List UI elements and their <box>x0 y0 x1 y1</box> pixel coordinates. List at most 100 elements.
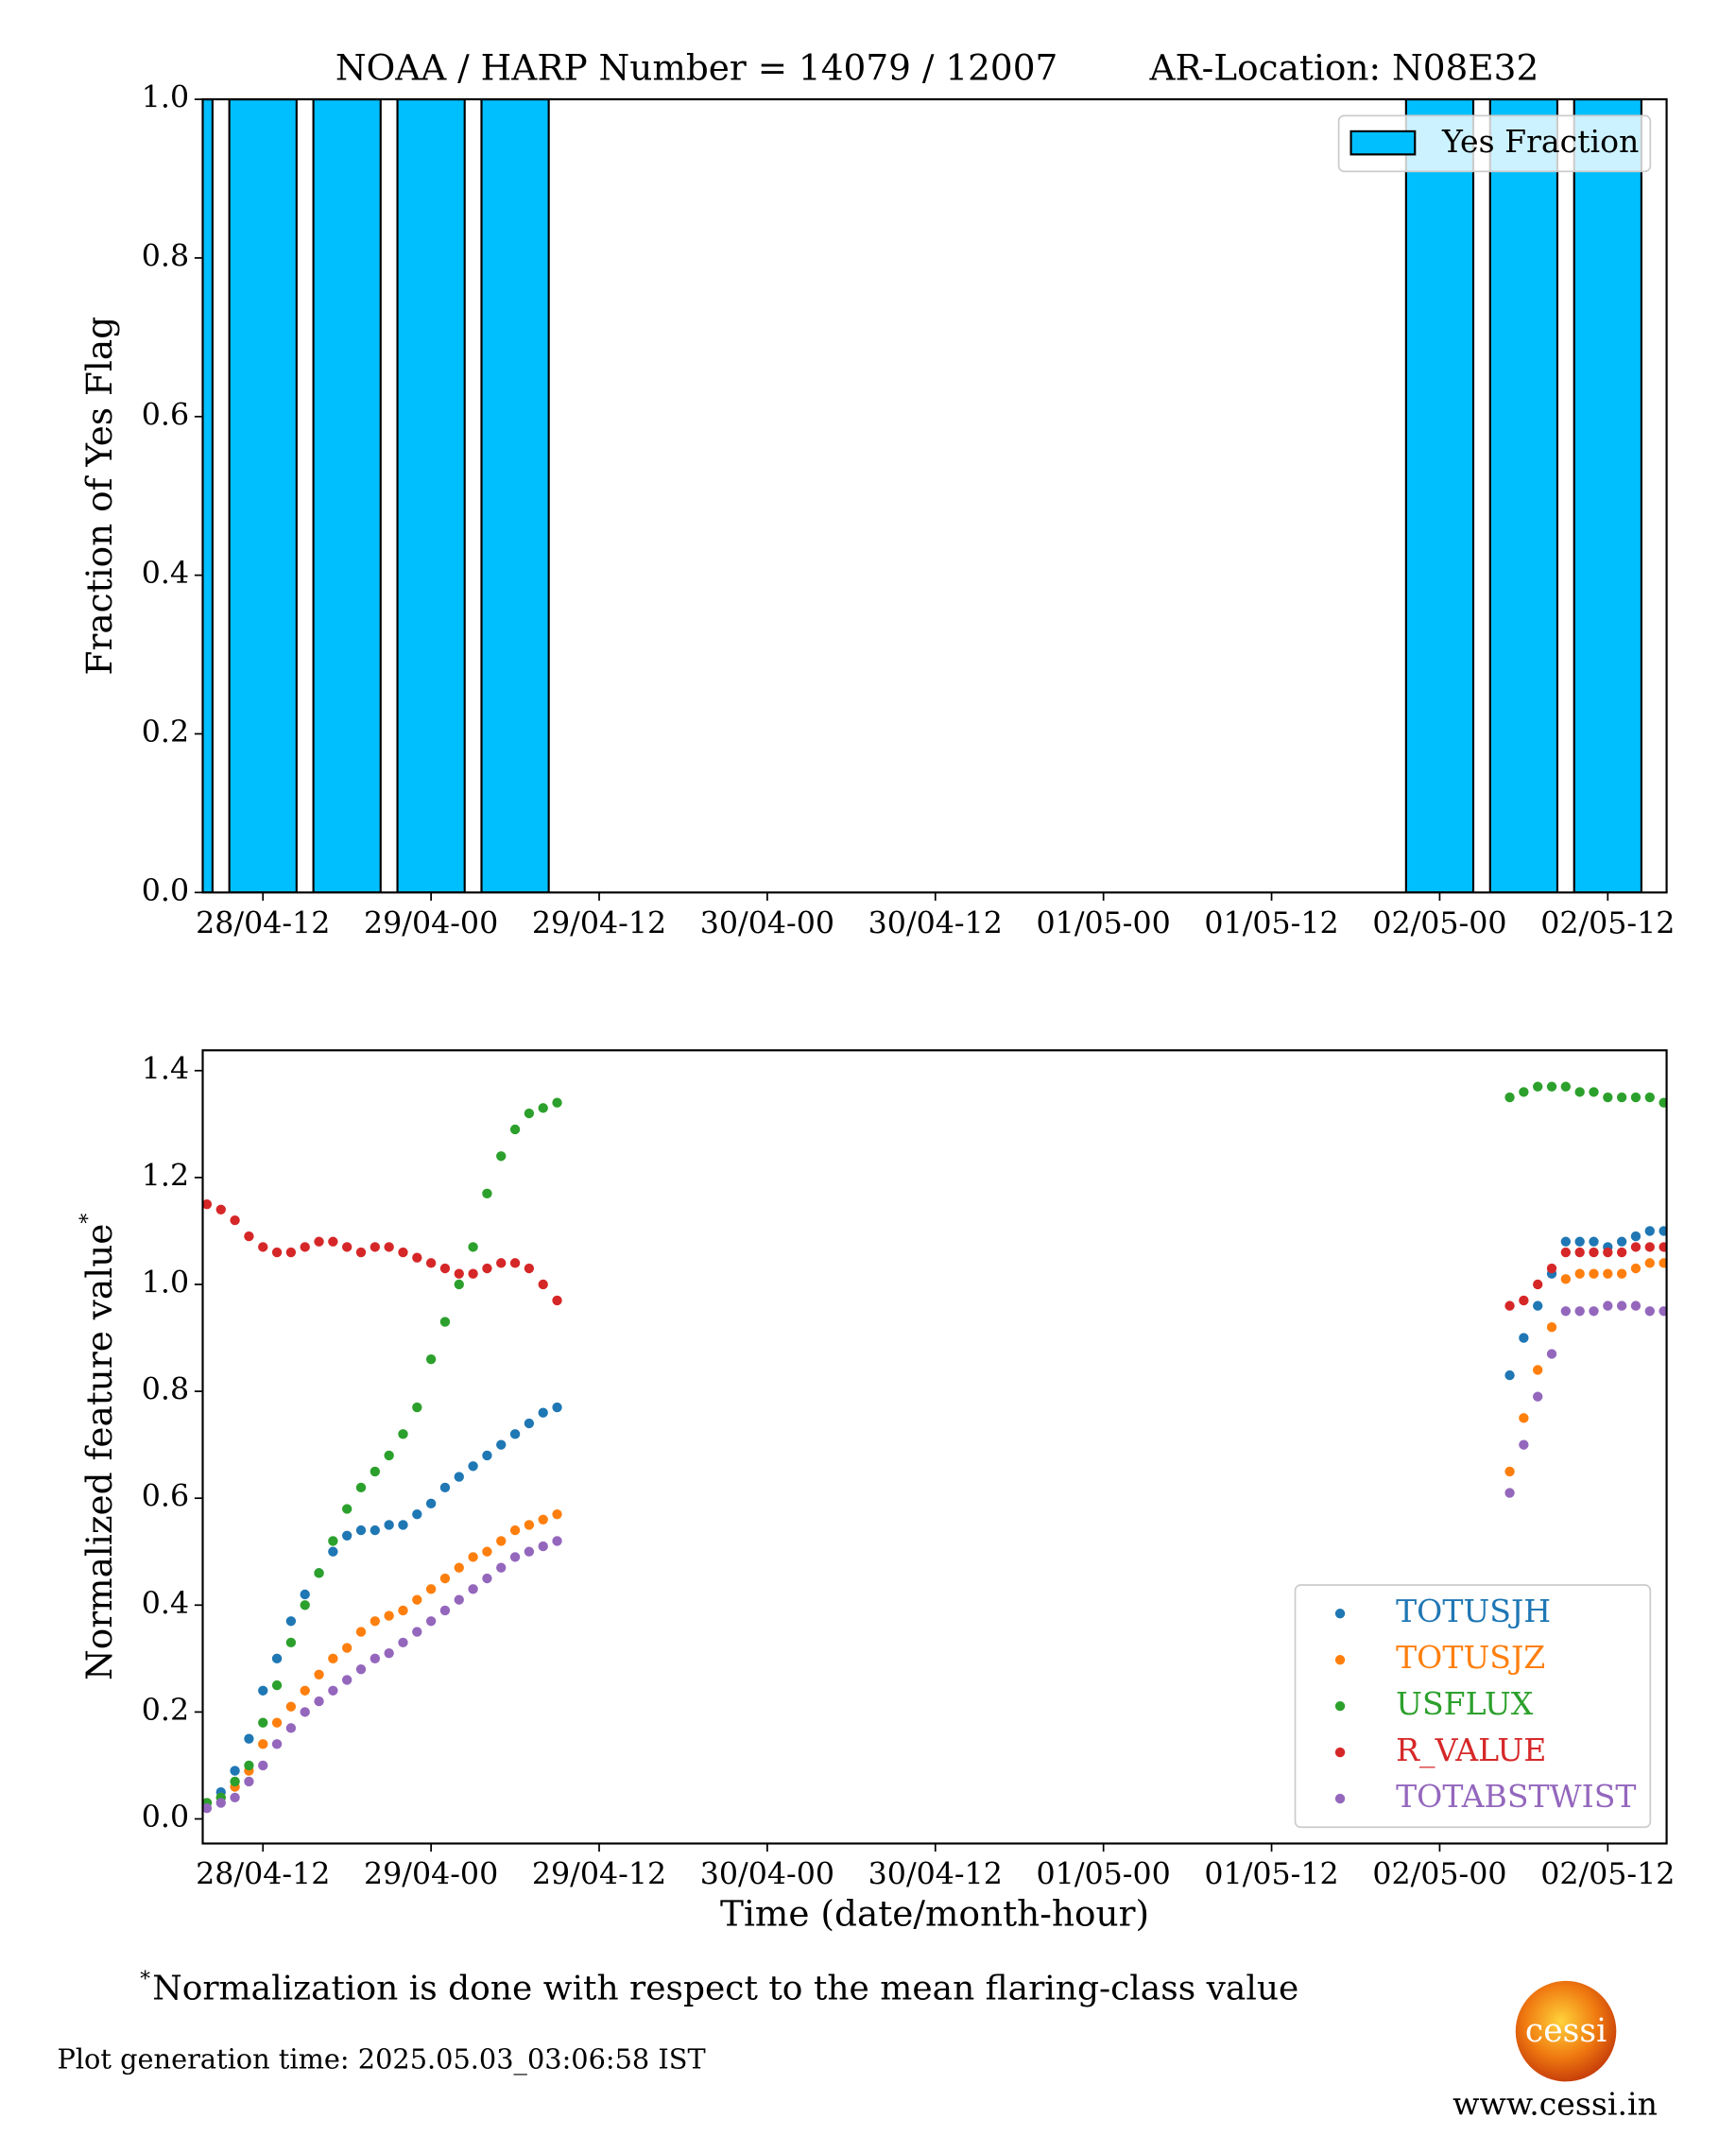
point <box>1560 1306 1572 1317</box>
point <box>468 1242 478 1252</box>
point <box>244 1760 254 1771</box>
point <box>314 1568 324 1578</box>
point <box>468 1268 478 1279</box>
point <box>468 1584 478 1594</box>
point <box>1519 1333 1529 1343</box>
point <box>384 1450 394 1461</box>
point <box>1546 1349 1557 1359</box>
point <box>384 1520 394 1530</box>
chart-title: NOAA / HARP Number = 14079 / 12007 <box>335 46 1057 88</box>
point <box>1659 1242 1667 1252</box>
point <box>300 1242 310 1252</box>
point <box>538 1103 548 1113</box>
x-tick-label: 01/05-12 <box>1204 906 1338 940</box>
point <box>1519 1413 1529 1423</box>
point <box>355 1524 367 1536</box>
y-tick-label: 0.2 <box>142 1694 189 1728</box>
x-tick-label: 29/04-00 <box>364 906 498 940</box>
legend-swatch <box>1334 1609 1346 1619</box>
point <box>271 1739 283 1749</box>
point <box>285 1723 297 1733</box>
x-tick-label: 02/05-12 <box>1540 906 1675 940</box>
point <box>538 1279 548 1290</box>
point <box>271 1717 283 1728</box>
legend-label: R_VALUE <box>1396 1731 1546 1769</box>
x-tick-label: 02/05-00 <box>1372 906 1506 940</box>
point <box>439 1482 451 1493</box>
point <box>1659 1097 1667 1108</box>
legend-label: TOTABSTWIST <box>1396 1778 1636 1815</box>
point <box>1589 1247 1599 1258</box>
point <box>412 1252 422 1263</box>
point <box>1659 1306 1667 1317</box>
point <box>412 1594 422 1605</box>
point <box>1533 1279 1543 1290</box>
y-tick-label: 0.0 <box>142 874 189 908</box>
point <box>1519 1087 1529 1097</box>
point <box>509 1429 521 1439</box>
point <box>524 1108 535 1119</box>
point <box>230 1792 240 1803</box>
point <box>524 1546 535 1557</box>
point <box>1533 1365 1543 1375</box>
point <box>468 1552 478 1562</box>
point <box>1589 1268 1599 1279</box>
point <box>258 1717 268 1728</box>
point <box>454 1562 464 1573</box>
point <box>496 1258 507 1268</box>
point <box>398 1247 408 1258</box>
point <box>1603 1247 1613 1258</box>
x-tick-label: 29/04-12 <box>532 1858 666 1892</box>
point <box>1589 1306 1599 1317</box>
point <box>1589 1087 1599 1097</box>
point <box>1574 1236 1585 1247</box>
legend-label: TOTUSJH <box>1396 1593 1551 1629</box>
point <box>496 1562 507 1573</box>
y-axis-label: Normalized feature value* <box>77 1214 120 1680</box>
point <box>215 1798 226 1808</box>
point <box>1616 1268 1627 1279</box>
footnote: Normalization is done with respect to th… <box>152 1969 1298 2007</box>
point <box>454 1594 464 1605</box>
point <box>342 1242 352 1252</box>
point <box>1504 1369 1515 1381</box>
point <box>370 1242 381 1252</box>
generation-time: Plot generation time: 2025.05.03_03:06:5… <box>57 2042 705 2075</box>
point <box>355 1247 367 1258</box>
point <box>370 1616 381 1627</box>
y-axis-label: Fraction of Yes Flag <box>77 317 119 676</box>
point <box>328 1546 338 1557</box>
point <box>342 1504 352 1514</box>
point <box>1504 1301 1515 1311</box>
point <box>1659 1226 1667 1236</box>
point <box>328 1685 338 1696</box>
point <box>1560 1247 1572 1258</box>
point <box>552 1295 562 1306</box>
y-tick-label: 0.6 <box>142 398 189 432</box>
point <box>314 1236 324 1247</box>
legend-label: TOTUSJZ <box>1396 1639 1545 1676</box>
x-tick-label: 01/05-00 <box>1037 1858 1171 1892</box>
point <box>1560 1274 1572 1284</box>
point <box>398 1429 408 1439</box>
point <box>439 1573 451 1584</box>
point <box>342 1675 352 1685</box>
point <box>1519 1439 1529 1450</box>
point <box>1589 1236 1599 1247</box>
y-tick-label: 1.2 <box>142 1159 189 1193</box>
point <box>496 1151 507 1162</box>
point <box>509 1124 521 1135</box>
x-axis-label: Time (date/month-hour) <box>720 1893 1149 1935</box>
point <box>425 1353 437 1365</box>
point <box>300 1589 310 1600</box>
legend-box <box>1294 1584 1652 1829</box>
point <box>244 1776 254 1787</box>
point <box>482 1263 492 1274</box>
point <box>439 1605 451 1616</box>
point <box>398 1637 408 1648</box>
point <box>482 1188 492 1199</box>
point <box>538 1514 548 1524</box>
point <box>271 1680 283 1691</box>
point <box>1560 1236 1572 1247</box>
